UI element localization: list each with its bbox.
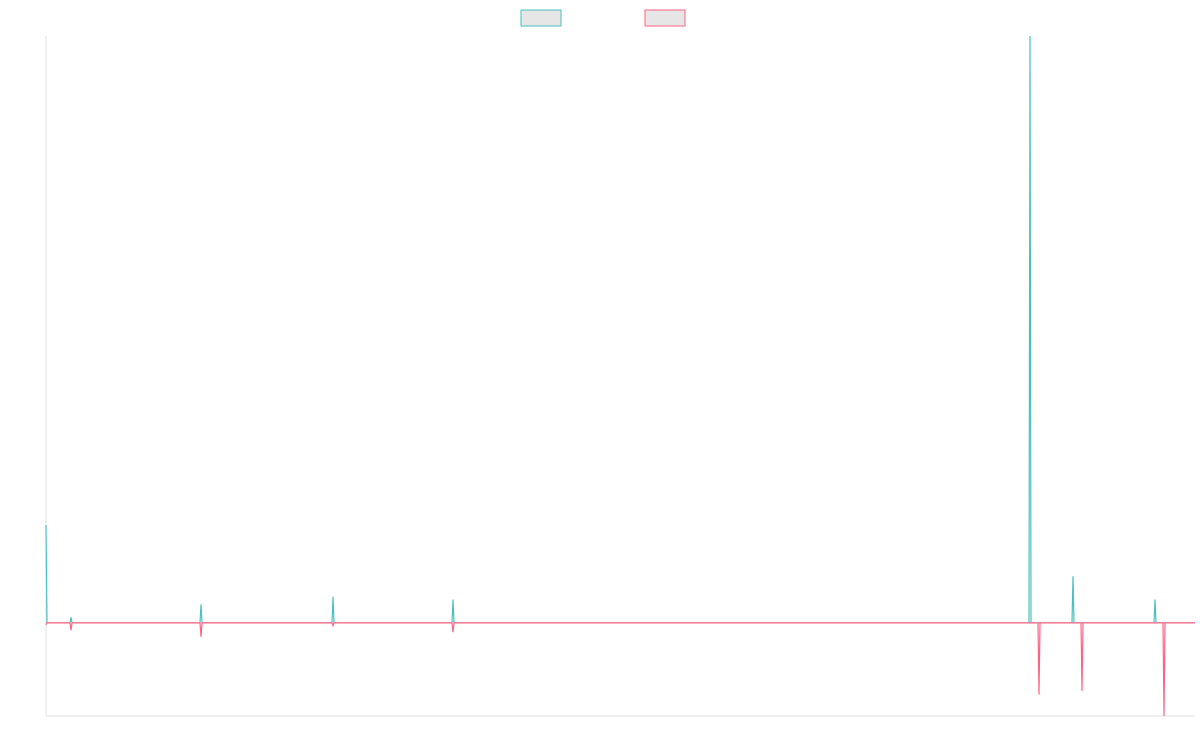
axes [45, 36, 1195, 717]
series-line-1 [45, 35, 1195, 624]
legend [520, 9, 686, 27]
legend-swatch-2 [644, 9, 686, 27]
series-layer [45, 35, 1195, 717]
legend-swatch-1 [520, 9, 562, 27]
series-line-2 [45, 622, 1195, 717]
